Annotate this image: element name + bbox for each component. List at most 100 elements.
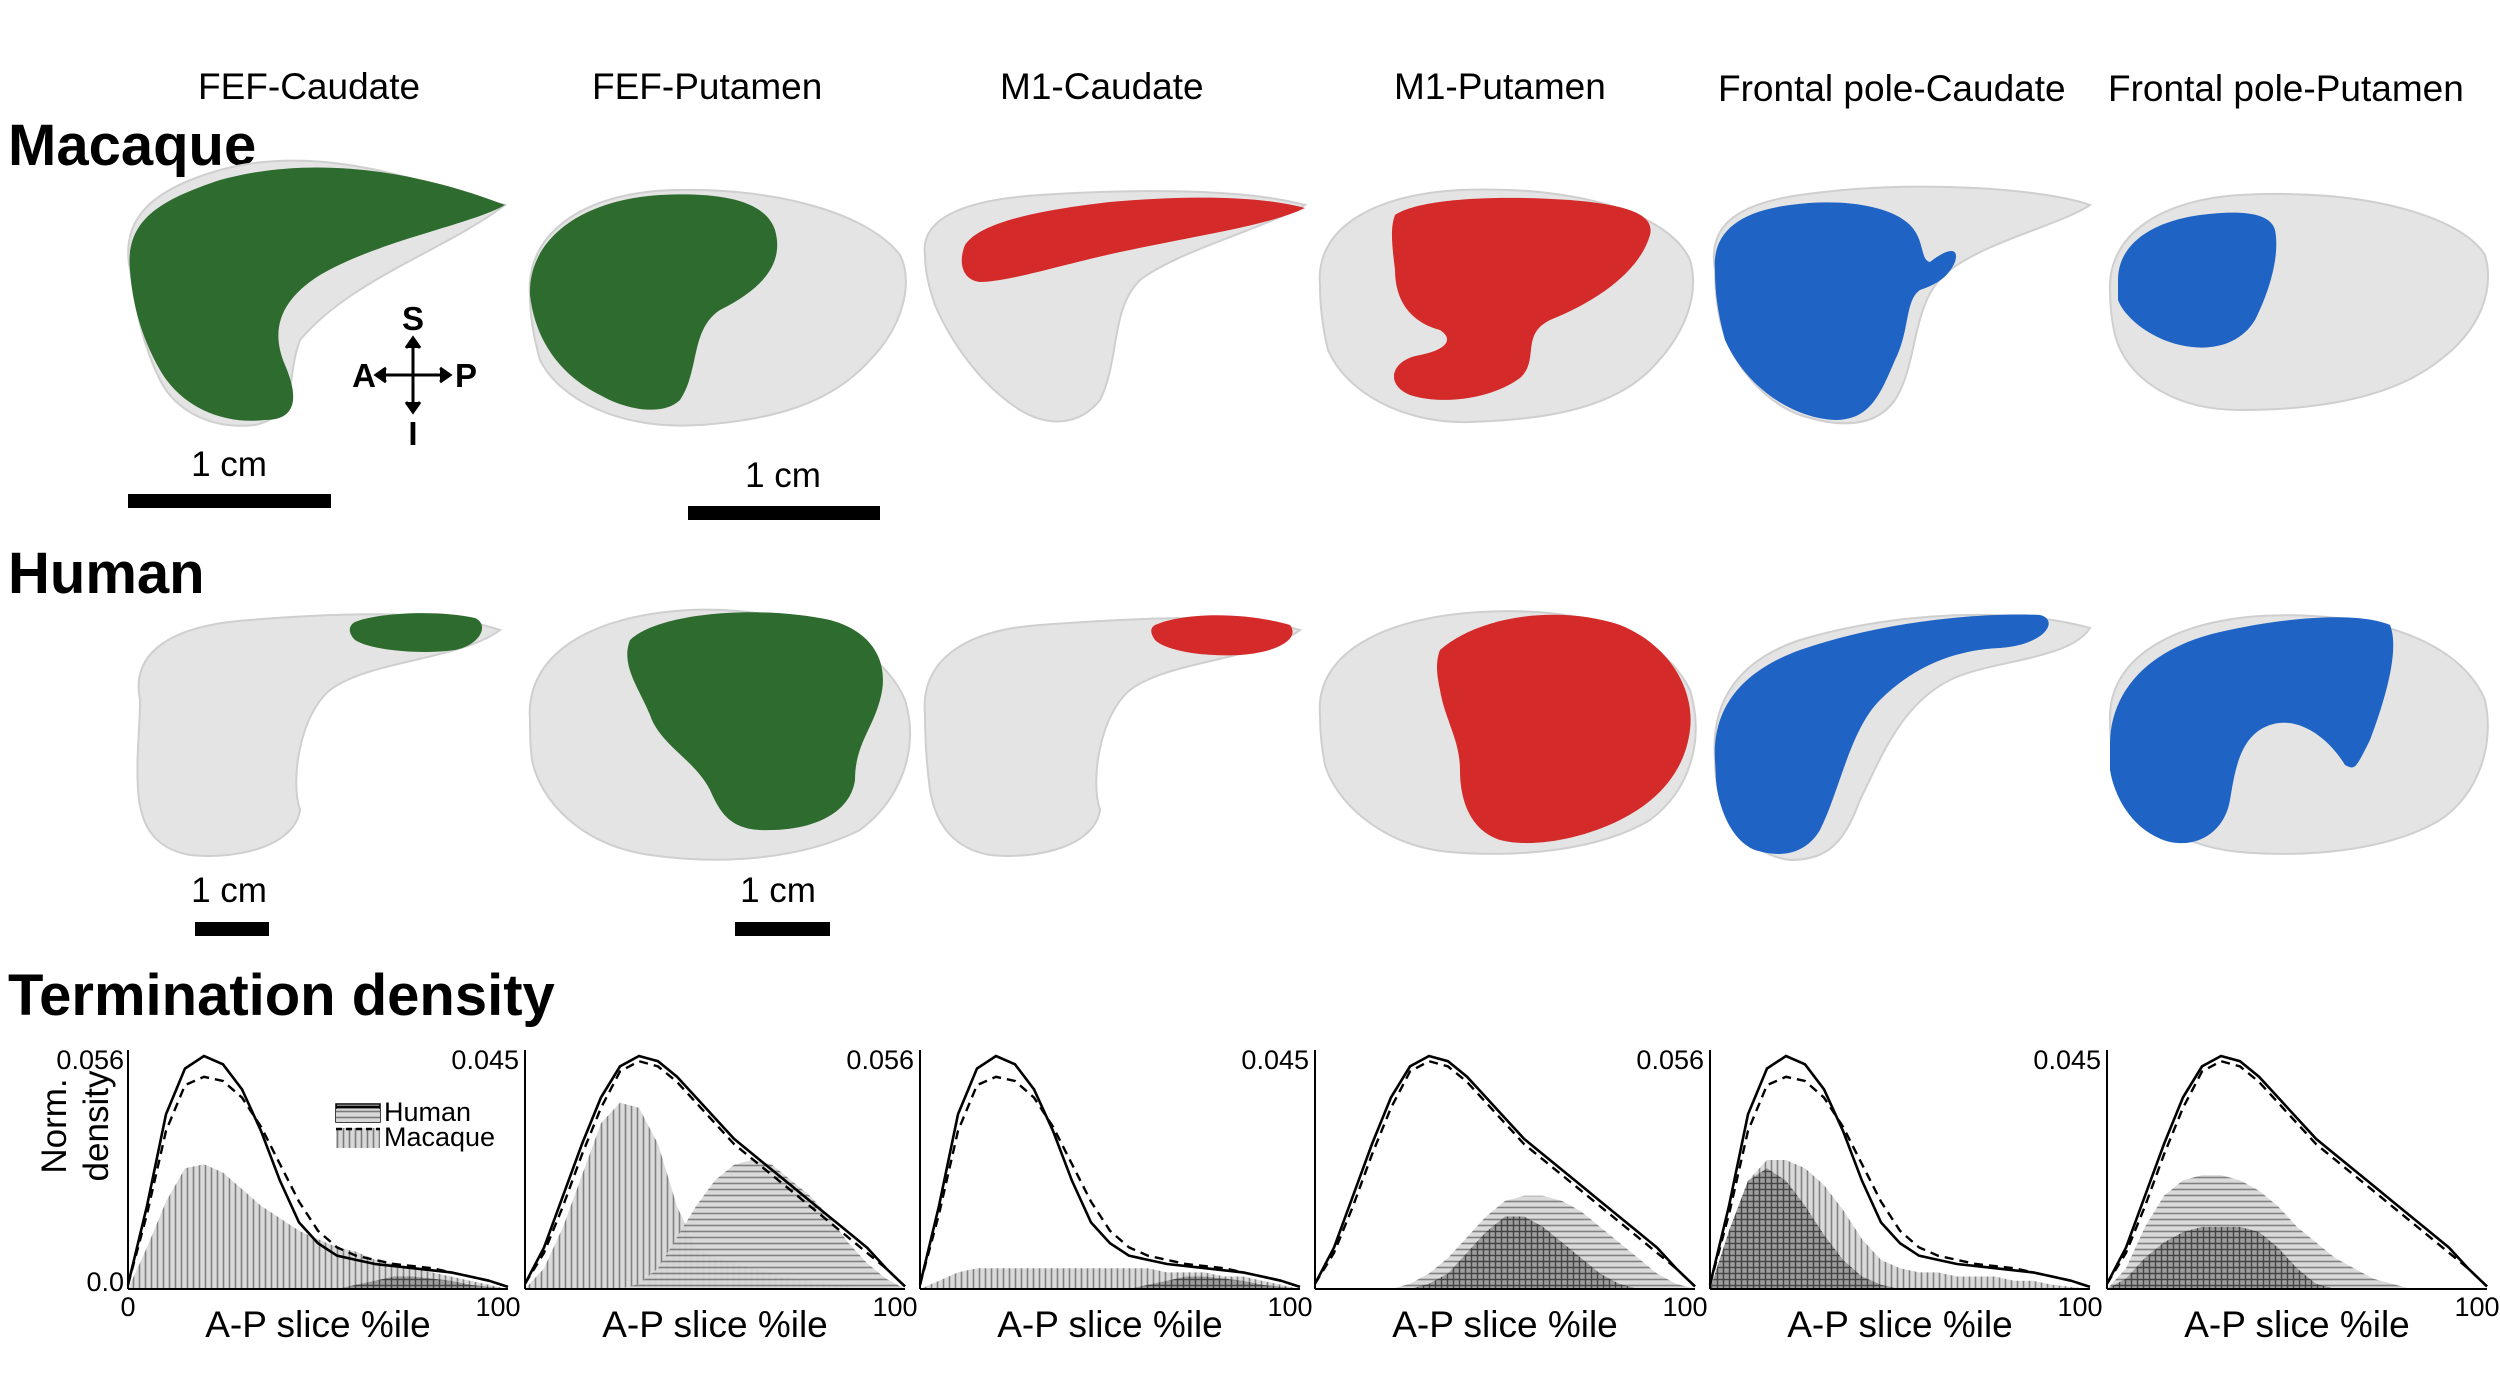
y-tick-label: 0.0 [86, 1267, 124, 1297]
x-axis-label: A-P slice %ile [2184, 1304, 2410, 1345]
human-density-line [1313, 1054, 1696, 1288]
y-tick-label: 0.056 [846, 1045, 914, 1075]
fef-termination-region [349, 613, 483, 652]
termination-area [1710, 1168, 2090, 1289]
macaque-density-line [1708, 1075, 2091, 1289]
termination-area [920, 1276, 1300, 1289]
density-panel: A-P slice %ile 100 0.056 [1636, 1045, 2102, 1345]
column-title-frontal-pole-caudate: Frontal pole-Caudate [1718, 68, 2066, 109]
macaque-frontal-pole-caudate-render [1712, 185, 2093, 425]
x-axis-label: A-P slice %ile [602, 1304, 828, 1345]
x-tick-label: 100 [2454, 1292, 2499, 1322]
human-frontal-pole-putamen-render [2108, 614, 2489, 855]
m1-termination-region [961, 197, 1305, 282]
legend-swatch-human-fill [336, 1109, 380, 1122]
human-m1-putamen-render [1318, 610, 1697, 855]
x-tick-label: 0 [120, 1292, 135, 1322]
human-density-line [2105, 1054, 2488, 1288]
m1-termination-region [1391, 197, 1651, 400]
macaque-fef-caudate-render [127, 159, 508, 427]
x-tick-label: 100 [872, 1292, 917, 1322]
frontal-pole-termination-region [1714, 614, 2049, 854]
m1-termination-region [1437, 614, 1691, 844]
frontal-pole-termination-region [1714, 202, 1956, 420]
macaque-density-line [126, 1075, 509, 1289]
density-panel: A-P slice %ile 100 0.045 [1241, 1045, 1707, 1345]
scale-bar-label: 1 cm [740, 871, 816, 910]
orientation-inferior: I [408, 415, 417, 452]
scale-bar [688, 506, 880, 520]
legend-label-macaque: Macaque [384, 1122, 495, 1152]
termination-area [525, 1159, 905, 1289]
termination-area [1315, 1216, 1695, 1289]
human-density-line [918, 1054, 1301, 1289]
density-panel: A-P slice %ile 100 0.045 [2033, 1045, 2499, 1345]
column-title-m1-putamen: M1-Putamen [1394, 66, 1606, 107]
x-axis-label: A-P slice %ile [205, 1304, 431, 1345]
y-tick-label: 0.045 [1241, 1045, 1309, 1075]
orientation-compass [373, 335, 453, 415]
frontal-pole-termination-region [2110, 617, 2394, 844]
x-tick-label: 100 [2057, 1292, 2102, 1322]
orientation-anterior: A [352, 357, 376, 394]
human-fef-caudate-render [136, 613, 503, 857]
column-title-fef-putamen: FEF-Putamen [592, 66, 823, 107]
human-density-line [523, 1054, 906, 1288]
fef-termination-region [129, 167, 505, 421]
m1-termination-region [1151, 615, 1293, 656]
macaque-density-line [918, 1075, 1301, 1289]
y-tick-label: 0.056 [1636, 1045, 1704, 1075]
row-title-termination-density: Termination density [8, 963, 555, 1028]
y-axis-label-line-1: Norm. [35, 1078, 74, 1173]
density-panel: A-P slice %ile 100 0.045 [451, 1045, 917, 1345]
human-caudate-structure [923, 617, 1303, 857]
macaque-density-line [2105, 1059, 2488, 1288]
macaque-fef-putamen-render [528, 188, 907, 427]
scale-bar [735, 922, 830, 936]
scale-bar-label: 1 cm [191, 445, 267, 484]
chart-legend: Human Macaque [335, 1097, 495, 1152]
fef-termination-region [627, 612, 883, 831]
column-title-m1-caudate: M1-Caudate [1000, 66, 1204, 107]
legend-swatch-macaque [336, 1128, 380, 1148]
y-tick-label: 0.045 [2033, 1045, 2101, 1075]
human-fef-putamen-render [528, 608, 911, 861]
column-title-fef-caudate: FEF-Caudate [198, 66, 421, 107]
human-frontal-pole-caudate-render [1713, 613, 2092, 862]
frontal-pole-termination-region [2118, 212, 2277, 348]
density-panel: A-P slice %ile 0 100 0.056 0.0 [56, 1045, 520, 1345]
macaque-m1-putamen-render [1318, 188, 1694, 424]
orientation-superior: S [402, 300, 424, 337]
row-title-macaque: Macaque [8, 113, 257, 178]
termination-area [128, 1164, 508, 1289]
y-tick-label: 0.056 [56, 1045, 124, 1075]
macaque-m1-caudate-render [923, 190, 1308, 423]
termination-area [128, 1276, 508, 1289]
macaque-density-line [523, 1059, 906, 1288]
termination-area [2107, 1226, 2487, 1289]
density-panel: A-P slice %ile 100 0.056 [846, 1045, 1312, 1345]
y-axis-label: Norm. density [35, 1070, 116, 1181]
x-tick-label: 100 [1662, 1292, 1707, 1322]
scale-bar-label: 1 cm [191, 871, 267, 910]
x-axis-label: A-P slice %ile [1787, 1304, 2013, 1345]
fef-termination-region [529, 194, 778, 410]
human-m1-caudate-render [923, 615, 1303, 857]
x-tick-label: 100 [1267, 1292, 1312, 1322]
legend-label-human: Human [384, 1097, 471, 1127]
macaque-frontal-pole-putamen-render [2108, 192, 2489, 412]
orientation-posterior: P [455, 357, 477, 394]
row-title-human: Human [8, 541, 205, 606]
y-axis-label-line-2: density [77, 1070, 116, 1181]
macaque-density-line [1313, 1059, 1696, 1288]
x-tick-label: 100 [475, 1292, 520, 1322]
termination-area [525, 1102, 905, 1289]
scale-bar [128, 494, 331, 508]
x-axis-label: A-P slice %ile [997, 1304, 1223, 1345]
x-axis-label: A-P slice %ile [1392, 1304, 1618, 1345]
human-caudate-structure [136, 613, 503, 857]
scale-bar [195, 922, 269, 936]
y-tick-label: 0.045 [451, 1045, 519, 1075]
